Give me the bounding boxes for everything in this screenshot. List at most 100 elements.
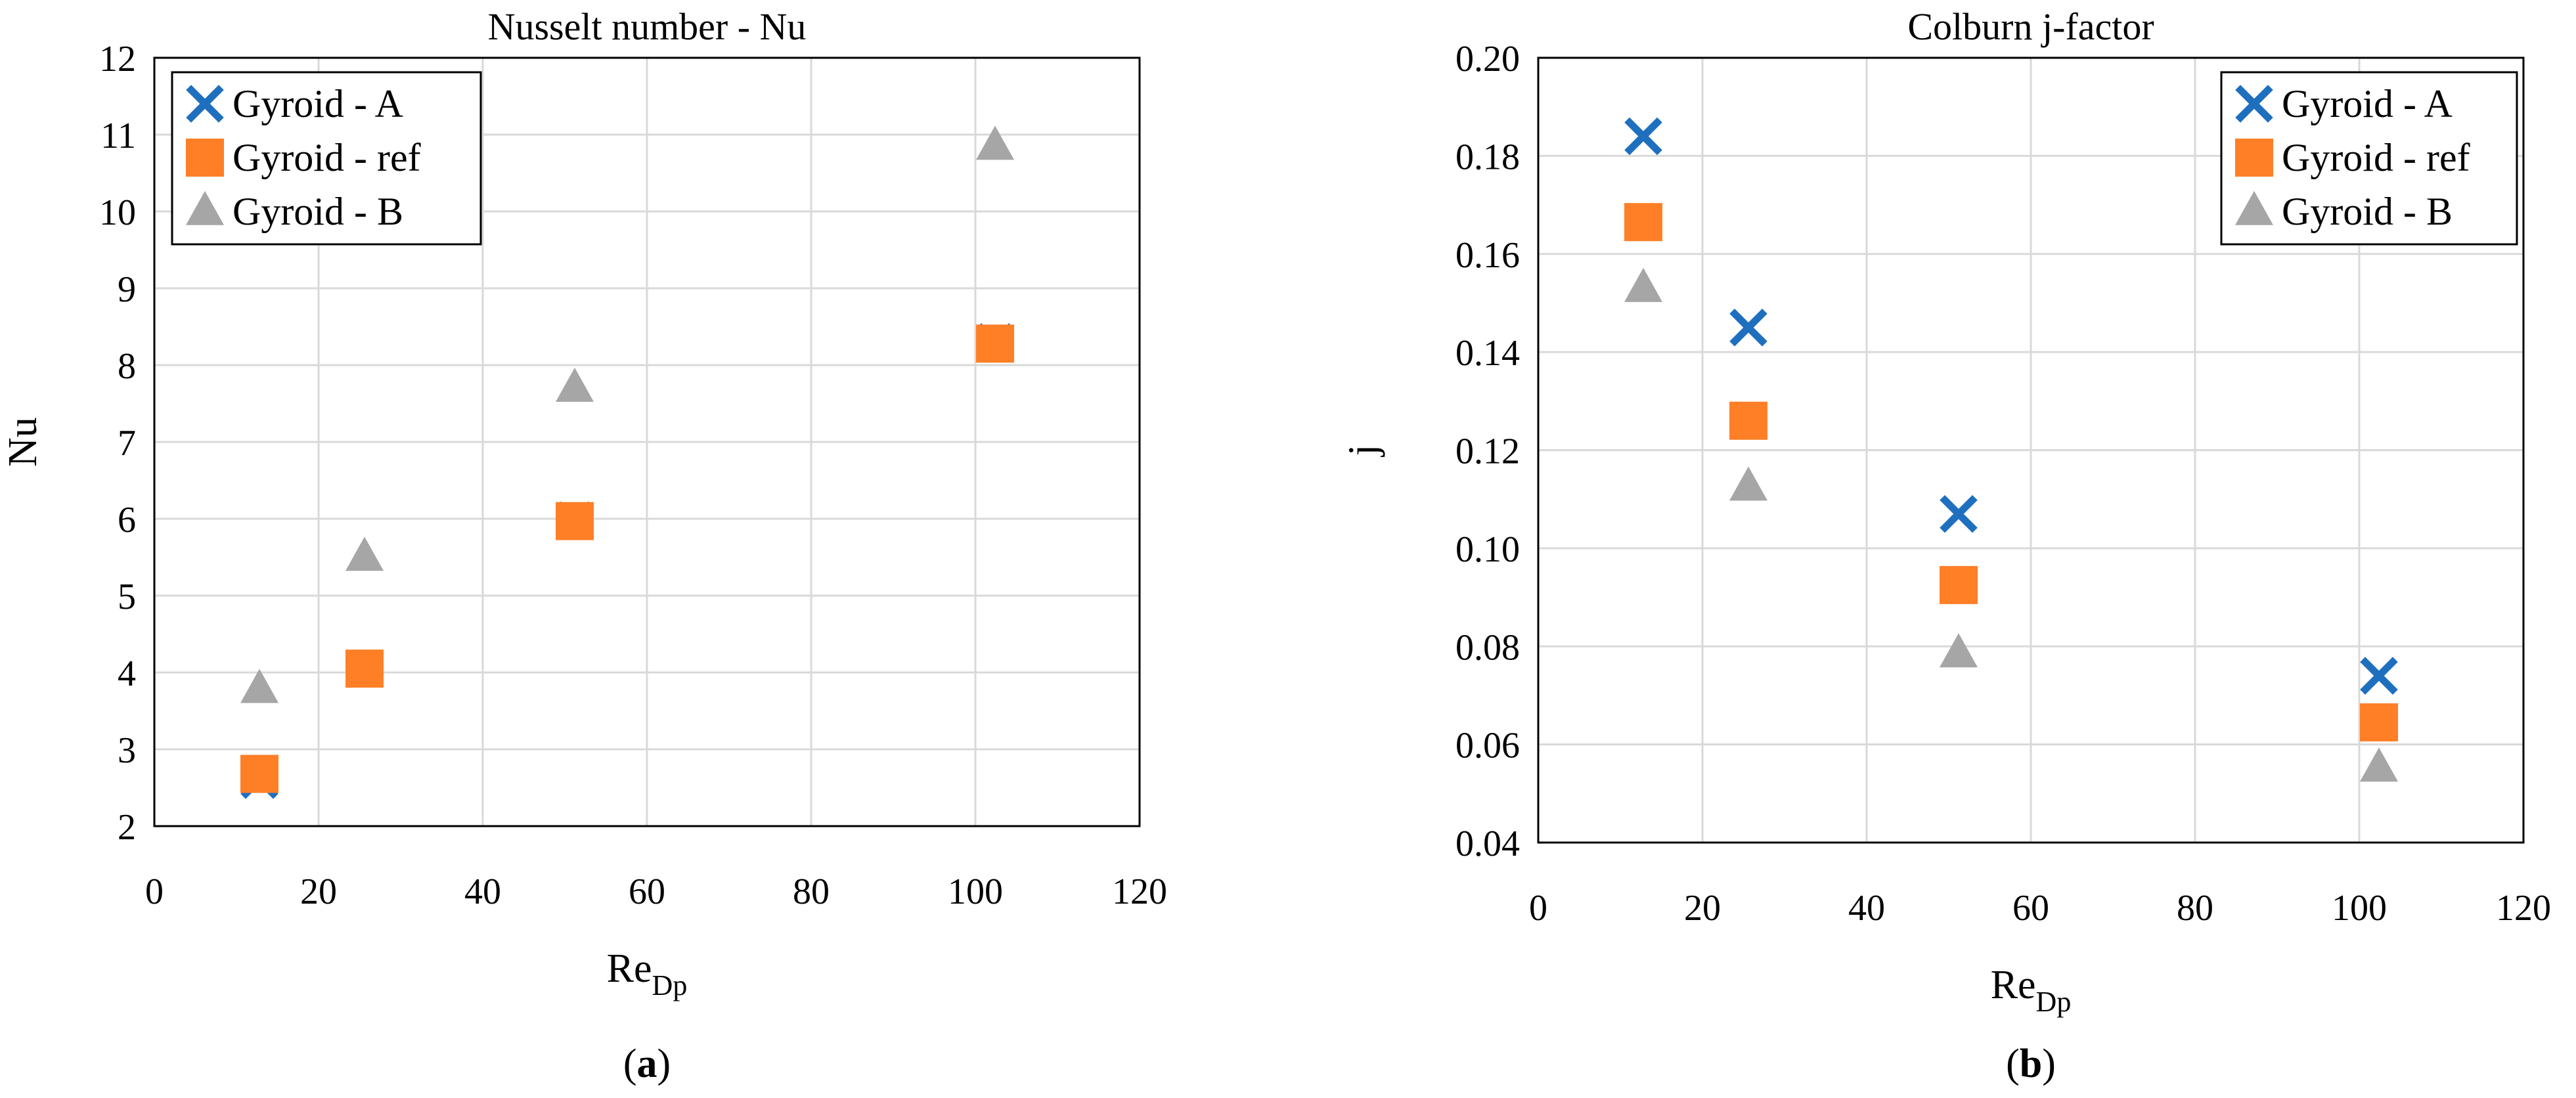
data-point-square <box>976 324 1014 363</box>
plot-area-frame <box>1537 56 2525 844</box>
series-square-markers <box>1624 203 2398 742</box>
data-point-x <box>1624 117 1662 156</box>
series-square-markers <box>240 324 1014 793</box>
y-tick-label: 0.18 <box>1455 137 1520 177</box>
y-tick-label: 5 <box>118 577 136 617</box>
data-point-x-stroke-2 <box>1940 494 1978 533</box>
y-tick-label: 7 <box>118 423 136 464</box>
x-tick-label: 80 <box>793 871 830 912</box>
data-point-triangle <box>345 537 384 571</box>
y-tick-label: 0.08 <box>1455 627 1520 668</box>
x-axis-title-subscript: Dp <box>652 969 688 1001</box>
panel-label-letter: a <box>637 1042 657 1086</box>
panel-label: (b) <box>2006 1042 2056 1086</box>
panel-label: (a) <box>623 1042 671 1086</box>
legend-marker-x-stroke-2 <box>2235 85 2273 123</box>
y-tick-label: 3 <box>118 730 136 771</box>
data-point-square <box>1940 565 1978 604</box>
legend-label: Gyroid - A <box>2282 82 2453 125</box>
legend: Gyroid - A Gyroid - ref Gyroid - B <box>2220 71 2518 246</box>
data-point-triangle <box>2360 747 2398 782</box>
x-tick-label: 0 <box>1529 888 1547 929</box>
data-point-x <box>1729 309 1767 347</box>
y-tick-label: 0.10 <box>1455 529 1520 570</box>
data-point-triangle <box>556 367 594 402</box>
legend-marker-square <box>2235 139 2273 177</box>
y-axis-title: j <box>1341 445 1385 457</box>
legend-label: Gyroid - ref <box>2282 136 2470 179</box>
x-tick-label: 60 <box>2012 888 2049 929</box>
data-point-square <box>1729 401 1767 440</box>
data-point-square <box>240 755 278 793</box>
y-tick-label: 0.16 <box>1455 235 1520 276</box>
series-triangle-markers <box>1624 267 2398 782</box>
panel-label-letter: b <box>2020 1042 2042 1086</box>
x-axis-title-main: Re <box>607 946 652 991</box>
legend-label: Gyroid - ref <box>233 136 421 179</box>
legend-label: Gyroid - B <box>2282 190 2453 233</box>
y-tick-label: 0.12 <box>1455 431 1520 472</box>
x-tick-label: 80 <box>2177 888 2213 929</box>
chart-title: Colburn j-factor <box>1907 5 2154 48</box>
y-tick-label: 0.04 <box>1455 824 1520 864</box>
x-tick-label: 100 <box>948 871 1003 912</box>
x-tick-label: 40 <box>464 871 501 912</box>
y-tick-label: 2 <box>118 807 136 848</box>
x-axis-title: ReDp <box>607 946 688 1001</box>
y-tick-label: 0.20 <box>1455 39 1520 79</box>
panel-label-open-paren: ( <box>623 1042 637 1086</box>
x-axis-title-main: Re <box>1991 963 2036 1007</box>
legend-label: Gyroid - A <box>233 82 403 125</box>
data-point-x-stroke-2 <box>1624 117 1662 156</box>
data-point-x-stroke-2 <box>1729 309 1767 347</box>
panel-label-close-paren: ) <box>657 1042 671 1086</box>
y-tick-label: 11 <box>100 116 136 156</box>
legend-marker-x-stroke-2 <box>186 85 224 123</box>
x-tick-label: 0 <box>145 871 164 912</box>
y-tick-label: 12 <box>99 39 136 79</box>
data-point-triangle <box>976 125 1014 160</box>
x-tick-label: 20 <box>300 871 337 912</box>
y-tick-label: 8 <box>118 346 136 387</box>
data-point-x-stroke-2 <box>2360 657 2398 695</box>
legend-marker-x <box>2235 85 2273 123</box>
x-tick-label: 100 <box>2332 888 2387 929</box>
x-tick-label: 120 <box>1112 871 1167 912</box>
legend-marker-triangle <box>2235 190 2273 225</box>
y-tick-label: 9 <box>118 269 136 310</box>
x-tick-label: 60 <box>629 871 665 912</box>
chart-panel-b: 0 20 40 60 80 100 120 0.04 0.06 0.08 0.10 0.12 0.14 0… <box>1341 5 2551 1086</box>
y-tick-label: 6 <box>118 500 136 540</box>
panel-label-close-paren: ) <box>2042 1042 2056 1086</box>
data-point-x <box>1940 494 1978 533</box>
data-point-triangle <box>1940 633 1978 668</box>
plot-area-frame <box>153 56 1141 827</box>
y-tick-label: 4 <box>118 653 136 694</box>
x-axis-title-subscript: Dp <box>2036 986 2072 1018</box>
x-tick-label: 20 <box>1684 888 1721 929</box>
data-point-square <box>556 502 594 540</box>
chart-panel-a: 0 20 40 60 80 100 120 2 3 4 5 6 7 8 9 10 11 12 Nusselt num… <box>1 5 1167 1086</box>
data-point-square <box>345 649 384 688</box>
x-tick-label: 40 <box>1848 888 1885 929</box>
data-point-triangle <box>1729 466 1767 501</box>
x-tick-label: 120 <box>2496 888 2551 929</box>
x-axis-title: ReDp <box>1991 963 2072 1018</box>
y-tick-label: 0.06 <box>1455 726 1520 766</box>
data-point-square <box>2360 703 2398 742</box>
y-tick-label: 10 <box>99 192 136 233</box>
legend-marker-x <box>186 85 224 123</box>
legend-marker-square <box>186 139 224 177</box>
y-axis-title: Nu <box>1 417 45 467</box>
legend-label: Gyroid - B <box>233 190 403 233</box>
panel-label-open-paren: ( <box>2006 1042 2020 1086</box>
data-point-square <box>1624 203 1662 242</box>
y-tick-label: 0.14 <box>1455 333 1520 374</box>
series-x-markers <box>1624 117 2398 695</box>
data-point-triangle <box>240 669 278 703</box>
legend: Gyroid - A Gyroid - ref Gyroid - B <box>171 71 482 246</box>
data-point-x <box>2360 657 2398 695</box>
chart-title: Nusselt number - Nu <box>488 5 807 48</box>
